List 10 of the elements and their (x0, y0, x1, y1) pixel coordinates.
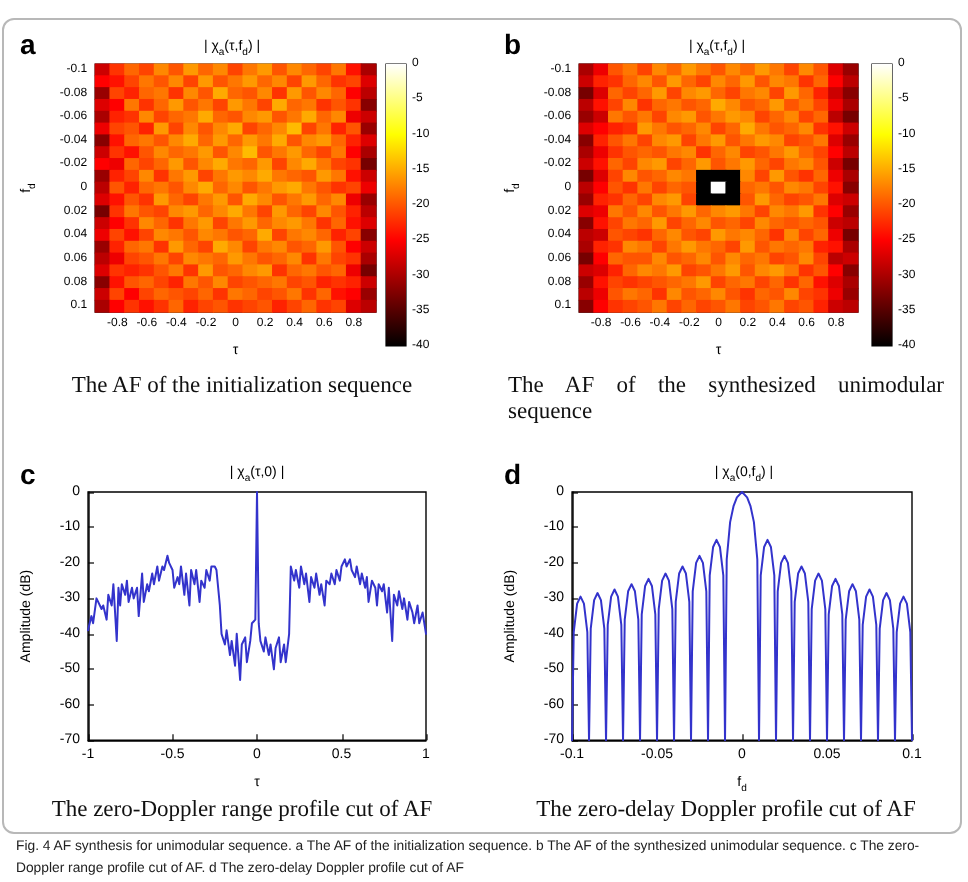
line-series (87, 491, 427, 681)
text: b (504, 28, 522, 60)
text: The AF of the initialization sequence (71, 374, 413, 400)
line-series (571, 491, 913, 742)
text: c (20, 458, 36, 490)
text: The AF of the synthesized unimodular sequence (508, 374, 944, 426)
text: d (504, 458, 522, 490)
text: The zero-Doppler range profile cut of AF (51, 798, 433, 824)
text: a (20, 28, 36, 60)
text: The zero-delay Doppler profile cut of AF (536, 798, 916, 824)
